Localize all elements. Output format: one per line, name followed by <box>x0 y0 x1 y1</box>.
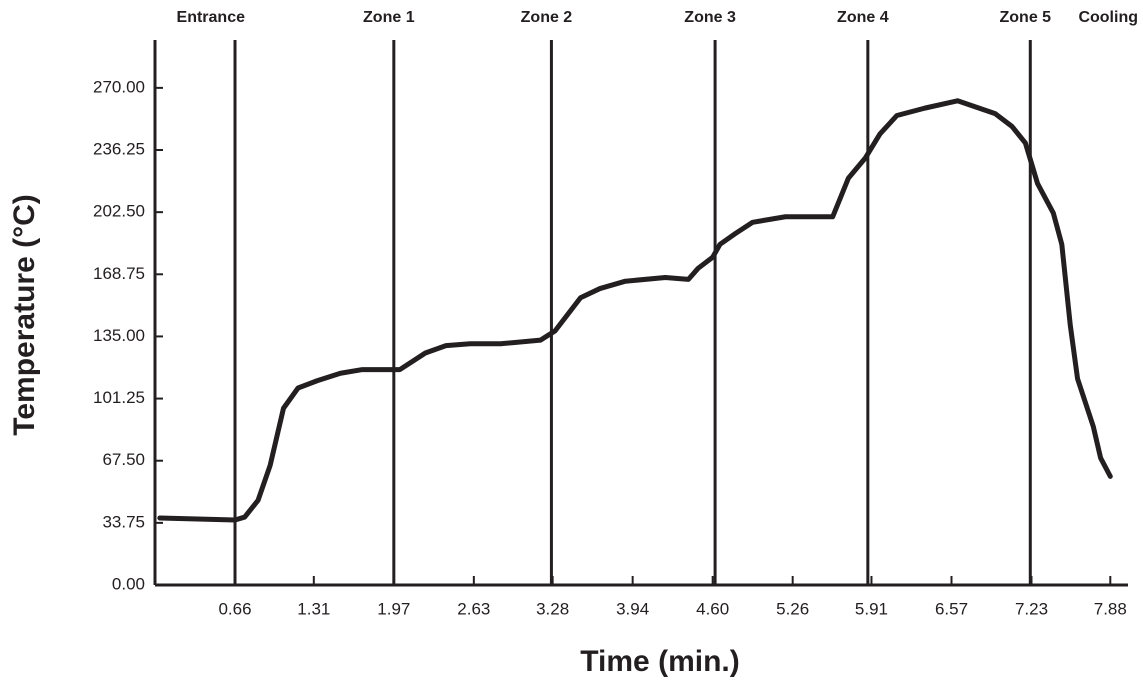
y-tick-label: 0.00 <box>112 574 145 593</box>
temperature-line <box>157 98 1113 523</box>
x-tick-label: 3.28 <box>536 599 569 618</box>
y-tick-label: 135.00 <box>93 326 145 345</box>
x-tick-label: 1.31 <box>297 599 330 618</box>
x-tick-label: 7.88 <box>1094 599 1127 618</box>
zone-label: Zone 5 <box>1000 9 1052 26</box>
x-tick-label: 5.91 <box>855 599 888 618</box>
y-tick-label: 270.00 <box>93 77 145 96</box>
x-tick-label: 7.23 <box>1015 599 1048 618</box>
y-tick-label: 101.25 <box>93 388 145 407</box>
x-tick-label: 0.66 <box>218 599 251 618</box>
x-tick-label: 2.63 <box>457 599 490 618</box>
zone-label: Zone 2 <box>521 9 573 26</box>
zone-label: Entrance <box>177 9 246 26</box>
y-tick-label: 202.50 <box>93 202 145 221</box>
y-tick-label: 33.75 <box>102 512 145 531</box>
x-tick-label: 6.57 <box>935 599 968 618</box>
y-tick-label: 236.25 <box>93 139 145 158</box>
x-tick-label: 4.60 <box>696 599 729 618</box>
zone-label: Zone 3 <box>684 9 736 26</box>
zone-label: Zone 1 <box>363 9 415 26</box>
zone-label: Cooling <box>1078 9 1138 26</box>
x-tick-label: 5.26 <box>776 599 809 618</box>
x-axis-title: Time (min.) <box>580 645 739 678</box>
x-tick-label: 3.94 <box>616 599 649 618</box>
y-tick-label: 168.75 <box>93 264 145 283</box>
x-tick-label: 1.97 <box>377 599 410 618</box>
y-tick-label: 67.50 <box>102 450 145 469</box>
zone-label: Zone 4 <box>837 9 889 26</box>
y-axis-title: Temperature (°C) <box>8 194 41 435</box>
